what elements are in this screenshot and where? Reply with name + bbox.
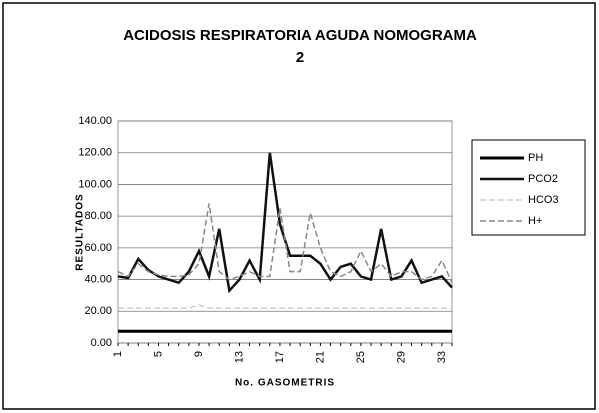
x-tick-label: 9 [193, 351, 205, 357]
y-tick-label: 0.00 [91, 337, 112, 349]
y-tick-label: 100.00 [78, 178, 112, 190]
x-tick-label: 17 [274, 351, 286, 363]
x-tick-label: 25 [355, 351, 367, 363]
y-tick-label: 80.00 [84, 210, 112, 222]
y-tick-label: 120.00 [78, 147, 112, 159]
x-tick-label: 29 [395, 351, 407, 363]
x-tick-label: 21 [314, 351, 326, 363]
x-tick-label: 5 [152, 351, 164, 357]
legend-label: PH [528, 152, 543, 164]
x-tick-label: 1 [112, 351, 124, 357]
series-line [118, 304, 452, 309]
legend-label: H+ [528, 215, 542, 227]
legend-label: PCO2 [528, 173, 558, 185]
chart-title: ACIDOSIS RESPIRATORIA AGUDA NOMOGRAMA [123, 27, 477, 44]
y-tick-label: 20.00 [84, 305, 112, 317]
x-tick-label: 33 [436, 351, 448, 363]
x-axis-label: No. GASOMETRIS [235, 378, 335, 389]
legend-box [471, 139, 586, 236]
plot-area [117, 120, 453, 344]
legend-label: HCO3 [528, 194, 559, 206]
x-tick-label: 13 [233, 351, 245, 363]
y-tick-label: 140.00 [78, 115, 112, 127]
y-axis-label: RESULTADOS [75, 193, 86, 270]
series-line [117, 203, 453, 284]
y-tick-label: 40.00 [84, 273, 112, 285]
chart-subtitle: 2 [296, 49, 304, 66]
y-tick-label: 60.00 [84, 242, 112, 254]
